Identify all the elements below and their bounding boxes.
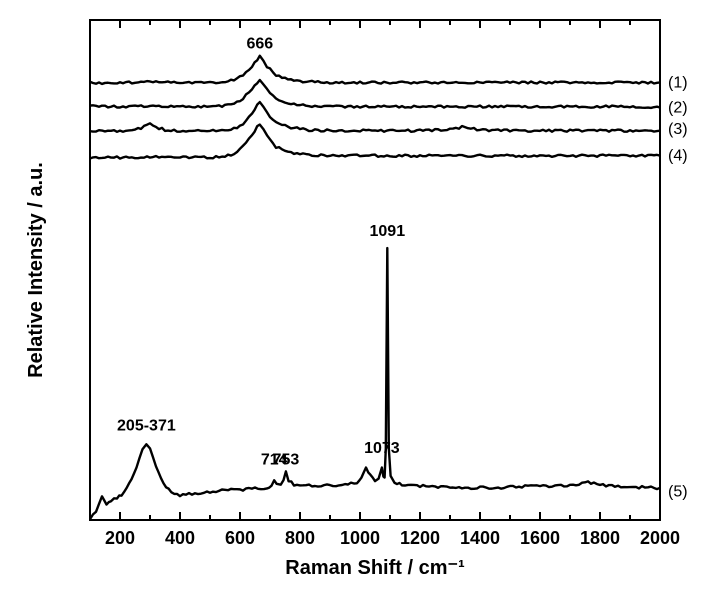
xtick-label: 1200 [400,528,440,548]
x-axis-label: Raman Shift / cm⁻¹ [285,557,465,579]
xtick-label: 800 [285,528,315,548]
xtick-label: 1600 [520,528,560,548]
chart-svg: 200 400 600 800 1000 1200 1400 1600 1800 2000 Rama… [0,0,722,596]
xtick-label: 2000 [640,528,680,548]
xtick-label: 400 [165,528,195,548]
peak-annotation: 753 [273,452,300,469]
raman-chart: 200 400 600 800 1000 1200 1400 1600 1800 2000 Rama… [0,0,722,596]
xtick-label: 200 [105,528,135,548]
trace-5 [90,248,660,519]
xtick-label: 1000 [340,528,380,548]
y-axis-label: Relative Intensity / a.u. [25,162,47,378]
series-label: (4) [668,148,688,165]
series-label: (1) [668,75,688,92]
peak-annotation: 1073 [364,440,400,457]
peak-annotation: 1091 [370,223,406,240]
xtick-label: 1400 [460,528,500,548]
series-label: (3) [668,121,688,138]
xtick-label: 1800 [580,528,620,548]
peak-annotation: 666 [246,36,273,53]
trace-1 [90,56,660,84]
series-label: (2) [668,100,688,117]
trace-2 [90,80,660,108]
xtick-label: 600 [225,528,255,548]
series-label: (5) [668,483,688,500]
peak-annotation: 205-371 [117,418,176,435]
